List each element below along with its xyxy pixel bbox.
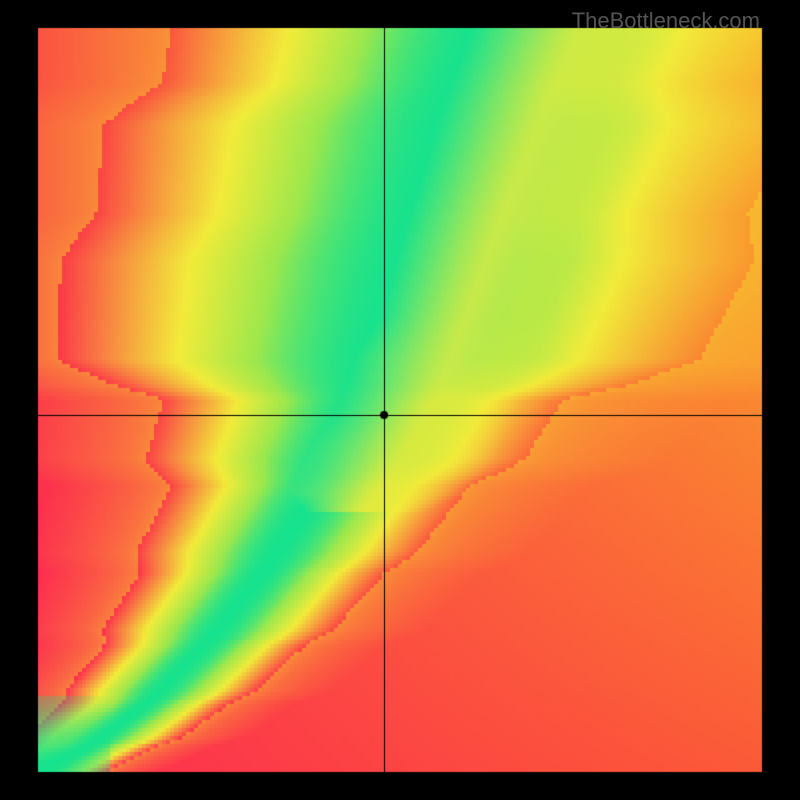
bottleneck-heatmap bbox=[0, 0, 800, 800]
watermark-text: TheBottleneck.com bbox=[572, 8, 760, 34]
chart-container: TheBottleneck.com bbox=[0, 0, 800, 800]
